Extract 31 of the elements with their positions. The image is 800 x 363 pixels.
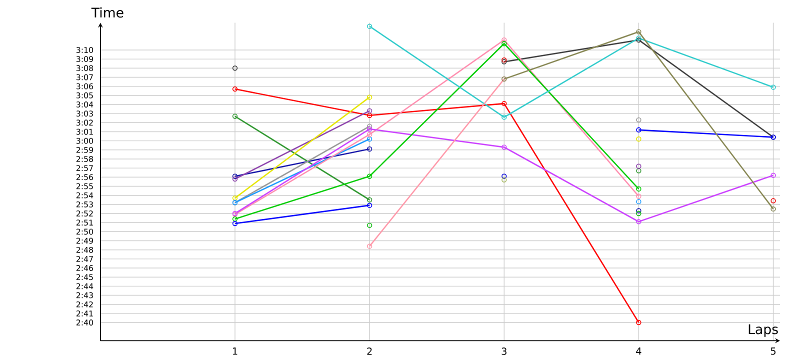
point [636,208,642,214]
point [502,100,507,106]
point [770,198,776,204]
point [636,198,642,204]
point [366,112,372,118]
point [366,222,372,228]
point [366,202,372,208]
point [502,40,507,46]
x-tick-label: 1 [232,347,238,354]
point [636,28,642,34]
point [502,114,507,120]
point [636,163,642,169]
point [232,65,238,71]
point [366,132,372,137]
y-axis-title: Time [91,7,124,18]
x-tick-label: 3 [502,347,506,355]
point [636,136,642,142]
point [502,173,507,179]
x-tick-label: 5 [770,347,776,355]
point [636,210,642,216]
x-tick-label: 4 [636,347,642,354]
point [502,144,507,150]
x-axis-title: Laps [748,324,778,337]
point [366,173,372,179]
point [636,117,642,122]
point [502,37,507,42]
point [366,126,372,132]
x-tick-label: 2 [367,347,372,355]
point [502,177,507,182]
point [636,127,642,132]
point [636,218,642,224]
